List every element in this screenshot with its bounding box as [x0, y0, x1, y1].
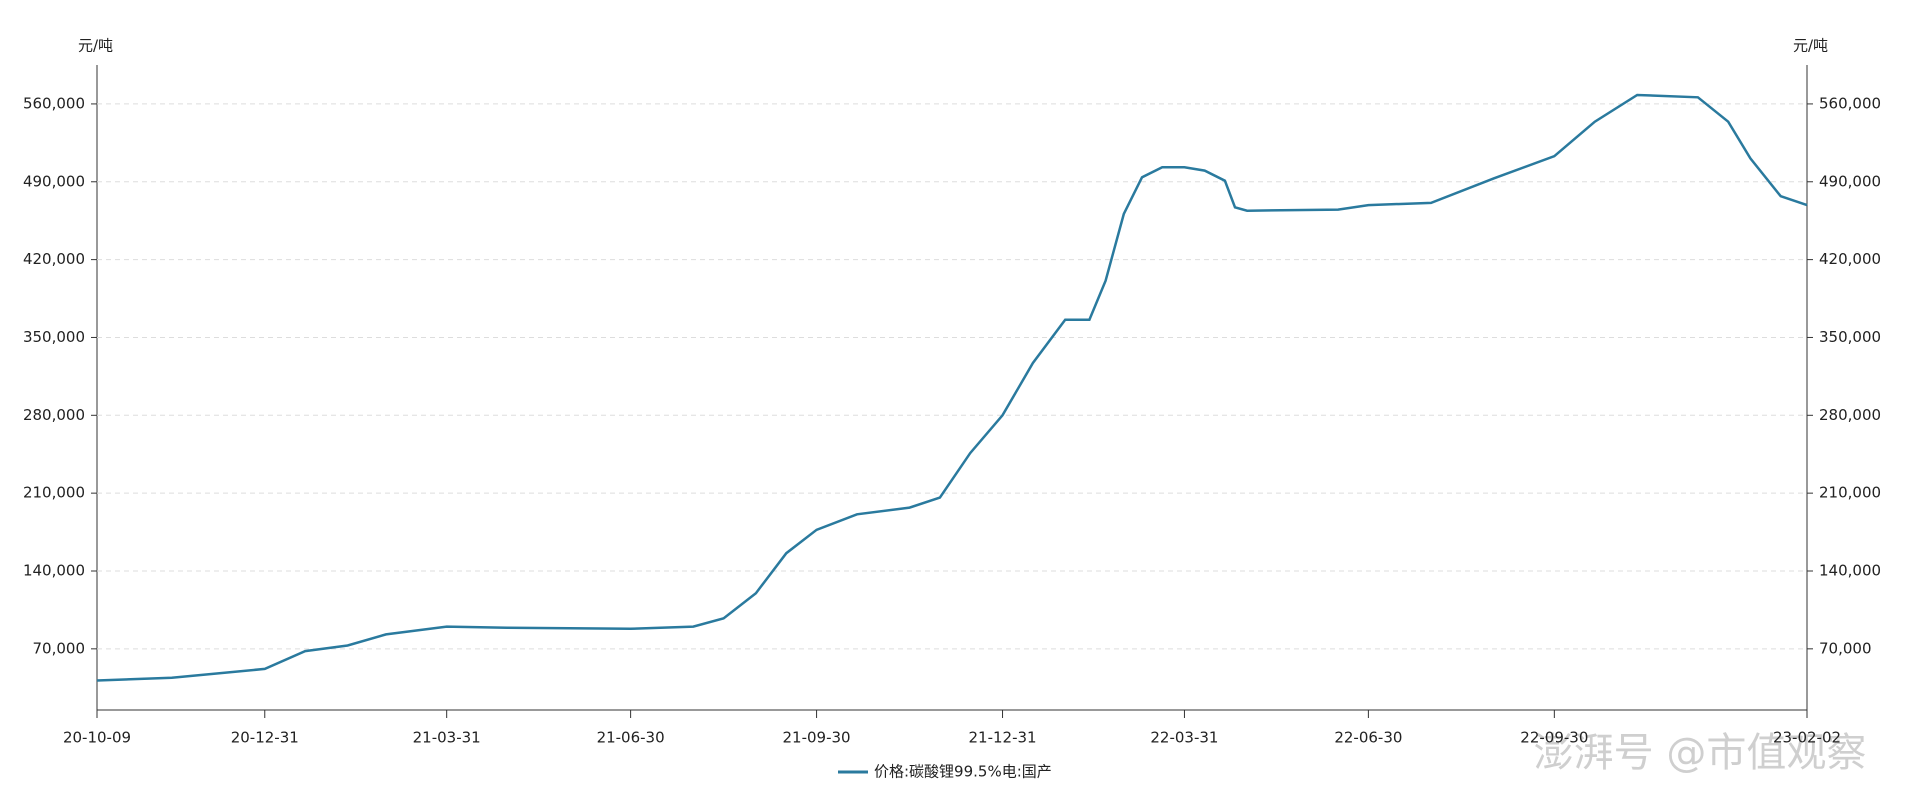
x-tick-label: 21-09-30 [783, 729, 851, 747]
x-tick-label: 20-12-31 [231, 729, 299, 747]
x-tick-label: 22-06-30 [1334, 729, 1402, 747]
y2-tick-label: 560,000 [1819, 94, 1881, 112]
y2-axis-label: 元/吨 [1793, 37, 1828, 55]
y2-tick-label: 420,000 [1819, 250, 1881, 268]
x-tick-label: 21-06-30 [597, 729, 665, 747]
y2-tick-label: 140,000 [1819, 561, 1881, 579]
x-tick-label: 21-12-31 [968, 729, 1036, 747]
y2-tick-label: 70,000 [1819, 639, 1872, 657]
x-tick-label: 21-03-31 [413, 729, 481, 747]
y-tick-label: 280,000 [23, 406, 85, 424]
y2-tick-label: 280,000 [1819, 406, 1881, 424]
y2-tick-label: 210,000 [1819, 484, 1881, 502]
y2-tick-label: 490,000 [1819, 172, 1881, 190]
x-tick-label: 23-02-02 [1773, 729, 1841, 747]
data-line [96, 93, 1808, 682]
x-tick-label: 20-10-09 [63, 729, 131, 747]
legend-label: 价格:碳酸锂99.5%电:国产 [874, 763, 1052, 781]
y2-tick-label: 350,000 [1819, 328, 1881, 346]
y-tick-label: 350,000 [23, 328, 85, 346]
y-axis-label: 元/吨 [78, 37, 113, 55]
y-tick-label: 140,000 [23, 561, 85, 579]
y-tick-label: 420,000 [23, 250, 85, 268]
y-tick-label: 210,000 [23, 484, 85, 502]
y-tick-label: 490,000 [23, 172, 85, 190]
y-tick-label: 560,000 [23, 94, 85, 112]
x-tick-label: 22-09-30 [1520, 729, 1588, 747]
y-tick-label: 70,000 [33, 639, 86, 657]
x-tick-label: 22-03-31 [1150, 729, 1218, 747]
watermark: 澎湃号 @市值观察 [1534, 730, 1867, 776]
